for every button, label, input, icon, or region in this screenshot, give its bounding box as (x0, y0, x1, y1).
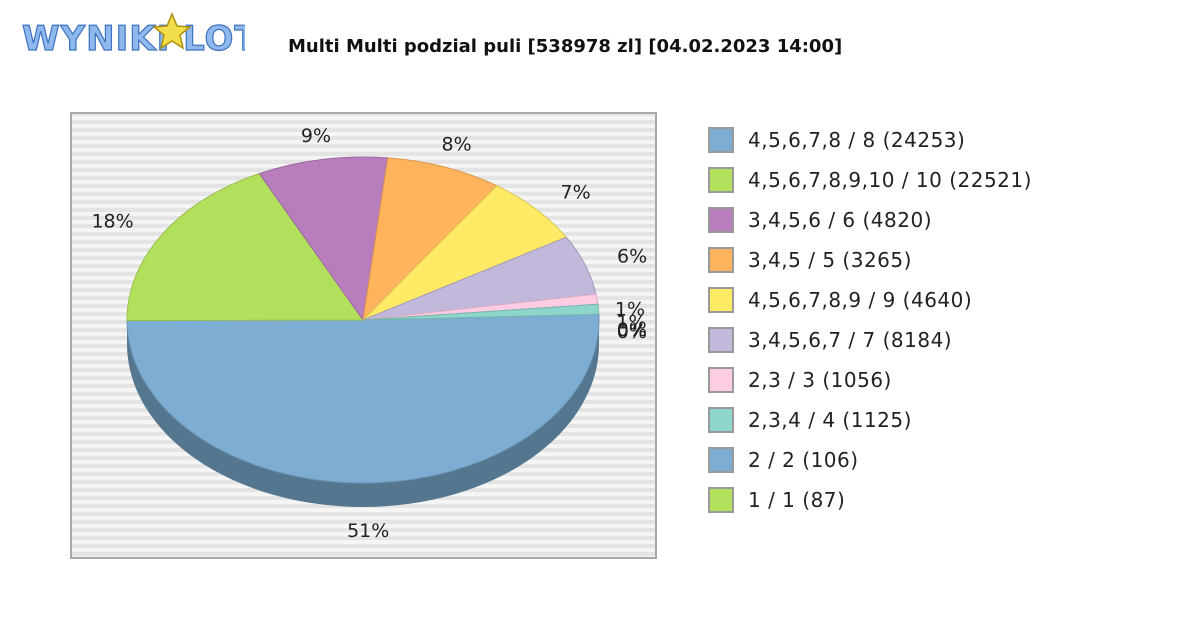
slice-percent-label: 51% (347, 520, 389, 542)
legend-swatch (708, 447, 734, 473)
legend-item: 3,4,5 / 5 (3265) (708, 240, 1032, 280)
legend-label: 2,3 / 3 (1056) (748, 368, 892, 392)
legend-swatch (708, 207, 734, 233)
slice-percent-label: 1% (616, 311, 646, 333)
legend-item: 2,3,4 / 4 (1125) (708, 400, 1032, 440)
pie-labels: 51%18%9% 8%7%6%1%1%0%0% (91, 125, 647, 542)
slice-percent-label: 6% (617, 246, 647, 268)
wyniki-lotto-logo: WYNIKI LOTTO (21, 12, 245, 60)
legend-item: 1 / 1 (87) (708, 480, 1032, 520)
slice-percent-label: 7% (561, 182, 591, 204)
legend-swatch (708, 247, 734, 273)
legend-label: 2,3,4 / 4 (1125) (748, 408, 912, 432)
legend-swatch (708, 407, 734, 433)
slice-percent-label: 0% (617, 319, 647, 341)
pie-slice (362, 185, 568, 321)
legend-item: 3,4,5,6 / 6 (4820) (708, 200, 1032, 240)
legend-swatch (708, 327, 734, 353)
legend-label: 4,5,6,7,8,9 / 9 (4640) (748, 288, 973, 312)
pie-slice (362, 303, 600, 321)
legend-label: 1 / 1 (87) (748, 488, 846, 512)
legend-label: 4,5,6,7,8 / 8 (24253) (748, 128, 966, 152)
legend-label: 3,4,5,6,7 / 7 (8184) (748, 328, 953, 352)
legend-label: 2 / 2 (106) (748, 448, 859, 472)
slice-percent-label: 8% (442, 134, 472, 156)
legend-item: 4,5,6,7,8,9,10 / 10 (22521) (708, 160, 1032, 200)
logo-text: WYNIKI LOTTO (22, 19, 245, 59)
legend-item: 4,5,6,7,8,9 / 9 (4640) (708, 280, 1032, 320)
pie-slice (362, 157, 498, 322)
legend-label: 3,4,5,6 / 6 (4820) (748, 208, 933, 232)
legend-label: 4,5,6,7,8,9,10 / 10 (22521) (748, 168, 1032, 192)
slice-percent-label: 9% (301, 125, 331, 147)
chart-title: Multi Multi podzial puli [538978 zl] [04… (288, 36, 843, 57)
pie-slice (126, 172, 364, 322)
legend-swatch (708, 487, 734, 513)
legend: 4,5,6,7,8 / 8 (24253) 4,5,6,7,8,9,10 / 10… (708, 120, 1032, 520)
legend-item: 4,5,6,7,8 / 8 (24253) (708, 120, 1032, 160)
legend-item: 2,3 / 3 (1056) (708, 360, 1032, 400)
slice-percent-label: 1% (615, 298, 645, 320)
legend-swatch (708, 287, 734, 313)
pie-slice (126, 313, 600, 484)
pie-slice (258, 156, 389, 322)
legend-swatch (708, 167, 734, 193)
pie-slices (126, 156, 600, 484)
legend-swatch (708, 127, 734, 153)
slice-percent-label: 0% (617, 321, 647, 343)
legend-label: 3,4,5 / 5 (3265) (748, 248, 912, 272)
star-icon (152, 12, 192, 50)
legend-swatch (708, 367, 734, 393)
slice-percent-label: 18% (91, 210, 133, 232)
legend-item: 3,4,5,6,7 / 7 (8184) (708, 320, 1032, 360)
legend-item: 2 / 2 (106) (708, 440, 1032, 480)
